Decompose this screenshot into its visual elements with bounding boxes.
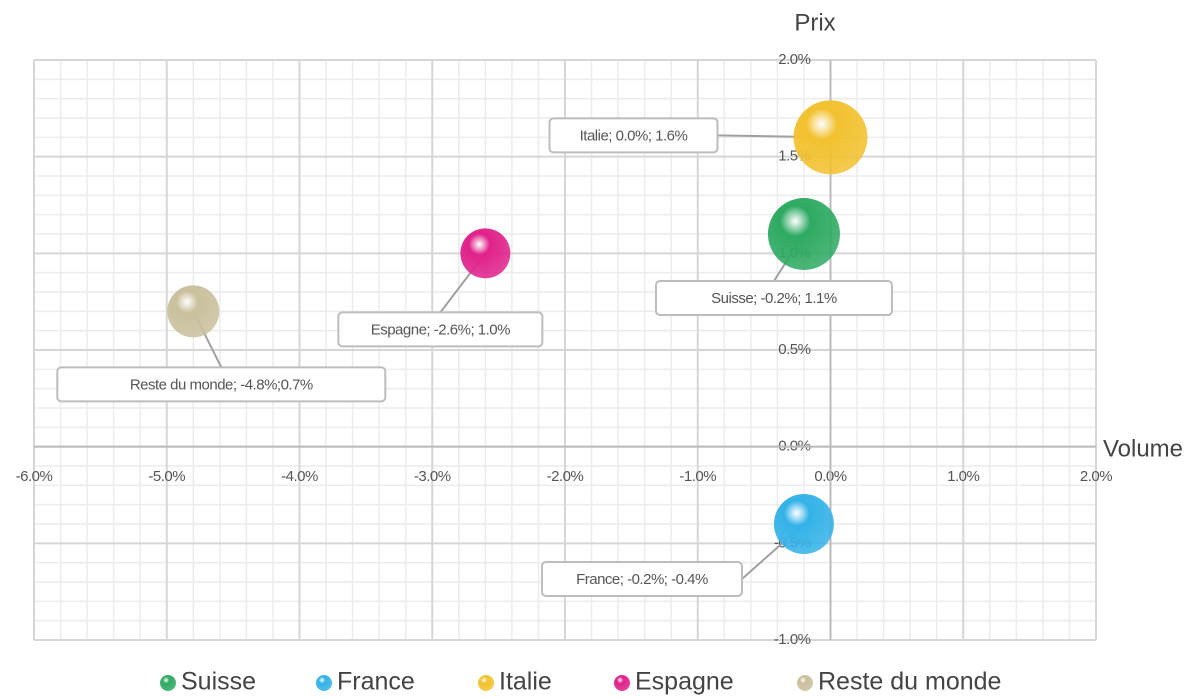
bubble bbox=[460, 228, 511, 279]
legend-swatch bbox=[614, 675, 630, 691]
x-tick-label: 2.0% bbox=[1080, 468, 1112, 485]
y-tick-label: 0.5% bbox=[778, 341, 810, 358]
x-tick-label: -2.0% bbox=[547, 468, 584, 485]
bubble bbox=[767, 198, 840, 270]
legend-swatch bbox=[316, 675, 332, 691]
label-box bbox=[337, 311, 544, 348]
legend-swatch bbox=[160, 675, 176, 691]
data-label: France; -0.2%; -0.4% bbox=[576, 571, 708, 588]
data-label: Suisse; -0.2%; 1.1% bbox=[711, 290, 837, 307]
legend-swatch bbox=[478, 675, 494, 691]
y-tick-label: -1.0% bbox=[774, 631, 811, 648]
data-label: Reste du monde; -4.8%;0.7% bbox=[130, 376, 313, 393]
x-tick-label: -3.0% bbox=[414, 468, 451, 485]
x-tick-label: -4.0% bbox=[281, 468, 318, 485]
label-box bbox=[548, 117, 719, 154]
legend-label: France bbox=[337, 668, 415, 696]
legend-label: Italie bbox=[499, 668, 552, 696]
legend-label: Reste du monde bbox=[818, 668, 1001, 696]
x-tick-label: -5.0% bbox=[148, 468, 185, 485]
bubble bbox=[167, 285, 220, 338]
label-box bbox=[540, 561, 743, 597]
y-tick-label: 2.0% bbox=[778, 51, 810, 68]
y-axis-title: Prix bbox=[794, 9, 835, 36]
label-box bbox=[56, 366, 387, 403]
x-tick-label: -6.0% bbox=[16, 468, 53, 485]
bubble bbox=[793, 100, 868, 175]
bubble bbox=[773, 494, 834, 554]
legend-label: Espagne bbox=[635, 668, 734, 696]
legend-label: Suisse bbox=[181, 668, 256, 696]
label-box bbox=[654, 280, 893, 316]
legend-swatch bbox=[797, 675, 813, 691]
data-label: Espagne; -2.6%; 1.0% bbox=[371, 321, 510, 338]
data-label: Italie; 0.0%; 1.6% bbox=[580, 127, 688, 144]
x-tick-label: 1.0% bbox=[947, 468, 979, 485]
x-axis-title: Volume bbox=[1103, 435, 1183, 462]
x-tick-label: -1.0% bbox=[679, 468, 716, 485]
